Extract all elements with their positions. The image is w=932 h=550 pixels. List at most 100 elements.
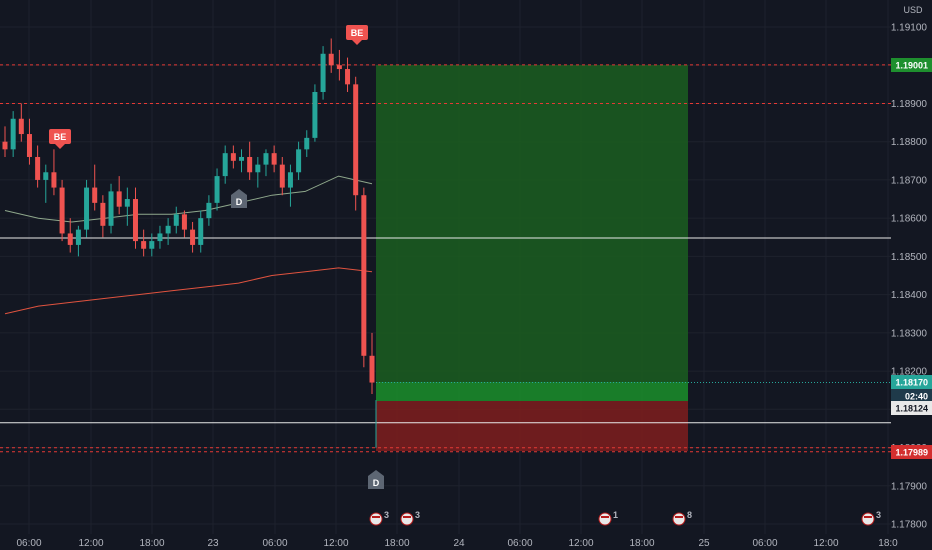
time-tick-label: 18:00 — [384, 538, 409, 549]
time-tick-label: 12:00 — [323, 538, 348, 549]
price-tick-label: 1.18300 — [891, 328, 928, 339]
candle-body — [18, 118, 24, 135]
candle-body — [124, 199, 130, 207]
moving-averages — [4, 175, 373, 315]
countdown-tag-bg — [891, 389, 932, 403]
candle-body — [10, 118, 16, 150]
candle-body — [247, 156, 253, 173]
candle-body — [132, 199, 138, 242]
candle-body — [181, 214, 187, 230]
time-tick-label: 24 — [453, 538, 465, 549]
current-price-tag-bg — [891, 375, 932, 389]
candle-body — [92, 187, 98, 203]
time-tick-label: 06:00 — [16, 538, 41, 549]
event-count: 3 — [876, 510, 881, 520]
time-tick-label: 25 — [698, 538, 710, 549]
be-marker-top[interactable]: BE — [346, 25, 368, 45]
economic-events[interactable]: 3 3 1 8 3 — [369, 510, 881, 526]
candle-body — [296, 149, 302, 173]
be-marker-top-pointer — [352, 40, 362, 45]
time-tick-label: 06:00 — [507, 538, 532, 549]
price-tick-label: 1.18900 — [891, 99, 928, 110]
event-count: 1 — [613, 510, 618, 520]
candle-body — [361, 195, 367, 356]
price-tick-label: 1.18500 — [891, 252, 928, 263]
candle-body — [320, 53, 326, 92]
d-marker-mid[interactable]: D — [231, 189, 247, 208]
candle-body — [2, 141, 8, 150]
price-tick-label: 1.17800 — [891, 520, 928, 531]
target-zone[interactable] — [376, 65, 688, 382]
be-marker-top-label: BE — [351, 28, 364, 38]
stop-zone[interactable] — [376, 401, 688, 451]
candle-body — [67, 233, 73, 245]
stop-price-tag-text: 1.17989 — [895, 448, 928, 458]
candle-body — [173, 214, 179, 226]
candle-body — [328, 53, 334, 66]
ma-fast-line — [4, 175, 373, 223]
candle-body — [43, 172, 49, 180]
price-tick-label: 1.19100 — [891, 23, 928, 34]
candle-body — [336, 65, 342, 70]
be-marker-left-box — [49, 129, 71, 144]
countdown-tag-text: 02:40 — [905, 392, 928, 402]
target-zone-entry-band — [376, 382, 688, 401]
candle-body — [116, 191, 122, 207]
time-tick-label: 12:00 — [813, 538, 838, 549]
position-zones[interactable] — [376, 65, 688, 451]
candle-body — [84, 187, 90, 230]
us-flag-icon — [672, 512, 686, 526]
current-price-tag-text: 1.18170 — [895, 378, 928, 388]
candle-body — [345, 69, 351, 85]
candle-body — [222, 153, 228, 177]
time-axis-background — [0, 534, 932, 550]
candle-body — [165, 225, 171, 234]
d-marker-bottom[interactable]: D — [368, 470, 384, 489]
candle-body — [279, 164, 285, 188]
candle-body — [263, 153, 269, 165]
price-tick-label: 1.18400 — [891, 290, 928, 301]
price-tick-label: 1.18700 — [891, 175, 928, 186]
target-price-tag-text: 1.19001 — [895, 61, 928, 71]
us-flag-stripe — [372, 516, 380, 518]
candle-body — [312, 91, 318, 138]
target-price-tag-bg — [891, 58, 932, 72]
event-count: 8 — [687, 510, 692, 520]
candle-body — [271, 153, 277, 165]
us-flag-stripe — [864, 516, 872, 518]
horizontal-lines[interactable] — [0, 64, 891, 453]
candle-body — [239, 156, 245, 161]
price-tick-label: 1.18800 — [891, 137, 928, 148]
event-count: 3 — [415, 510, 420, 520]
currency-label: USD — [903, 5, 923, 15]
candle-body — [75, 229, 81, 245]
d-marker-mid-label: D — [236, 197, 243, 207]
economic-event[interactable]: 3 — [369, 510, 389, 526]
stop-price-tag-bg — [891, 445, 932, 459]
candle-body — [230, 153, 236, 161]
candle-body — [353, 84, 359, 196]
economic-event[interactable]: 3 — [400, 510, 420, 526]
time-tick-label: 18:00 — [139, 538, 164, 549]
time-tick-label: 06:00 — [752, 538, 777, 549]
event-count: 3 — [384, 510, 389, 520]
time-axis[interactable]: 06:00 12:00 18:00 23 06:00 12:00 18:00 24 06:00 1… — [0, 534, 932, 550]
economic-event[interactable]: 3 — [861, 510, 881, 526]
economic-event[interactable]: 1 — [598, 510, 618, 526]
time-tick-label: 06:00 — [262, 538, 287, 549]
us-flag-icon — [598, 512, 612, 526]
candle-body — [287, 172, 293, 188]
be-marker-left[interactable]: BE — [49, 129, 71, 149]
time-tick-label: 12:00 — [568, 538, 593, 549]
entry-price-tag-bg — [891, 401, 932, 415]
us-flag-stripe — [675, 516, 683, 518]
candle-body — [157, 233, 163, 242]
be-marker-top-box — [346, 25, 368, 40]
entry-price-tag-text: 1.18124 — [895, 404, 928, 414]
economic-event[interactable]: 8 — [672, 510, 692, 526]
candle-body — [108, 191, 114, 226]
us-flag-stripe — [403, 516, 411, 518]
candle-body — [35, 156, 41, 180]
us-flag-icon — [861, 512, 875, 526]
